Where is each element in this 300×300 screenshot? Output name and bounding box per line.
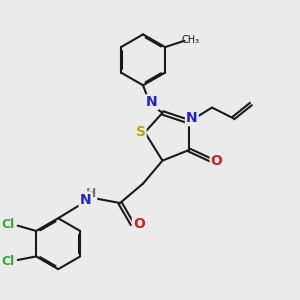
Text: Cl: Cl — [1, 254, 14, 268]
Text: S: S — [136, 125, 146, 139]
Text: CH₃: CH₃ — [182, 35, 200, 45]
Text: N: N — [146, 95, 158, 109]
Text: N: N — [80, 193, 91, 206]
Text: O: O — [211, 154, 223, 168]
Text: Cl: Cl — [1, 218, 14, 231]
Text: O: O — [133, 217, 145, 231]
Text: H: H — [86, 187, 96, 200]
Text: N: N — [186, 111, 198, 125]
